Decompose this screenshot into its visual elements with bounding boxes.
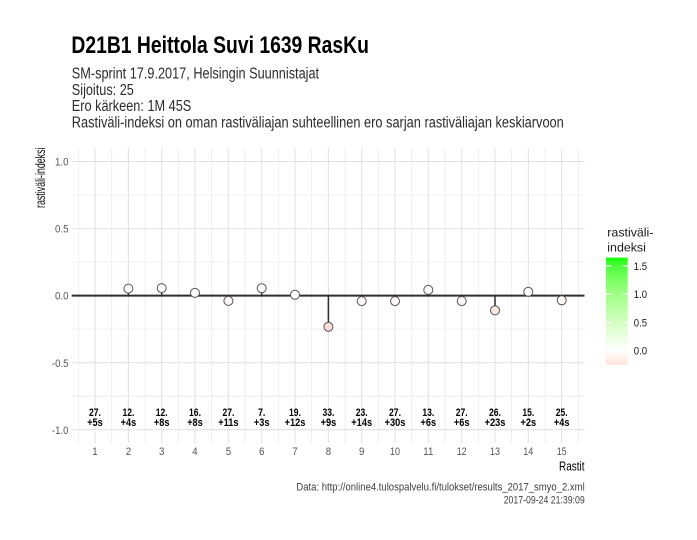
svg-text:indeksi: indeksi	[607, 241, 646, 255]
svg-text:12: 12	[457, 446, 467, 458]
svg-text:+4s: +4s	[121, 417, 137, 429]
svg-text:+6s: +6s	[421, 417, 437, 429]
svg-text:1: 1	[92, 446, 97, 458]
svg-text:+8s: +8s	[154, 417, 170, 429]
svg-text:6: 6	[259, 446, 264, 458]
svg-text:+3s: +3s	[254, 417, 270, 429]
svg-text:Data: http://online4.tulospalv: Data: http://online4.tulospalvelu.fi/tul…	[296, 482, 584, 494]
svg-text:+11s: +11s	[218, 417, 238, 429]
svg-text:+5s: +5s	[87, 417, 103, 429]
svg-text:1.5: 1.5	[634, 261, 647, 273]
svg-text:9: 9	[359, 446, 364, 458]
svg-text:5: 5	[226, 446, 231, 458]
svg-text:Rastiväli-indeksi on oman rast: Rastiväli-indeksi on oman rastiväliajan …	[72, 114, 564, 131]
svg-text:2: 2	[126, 446, 131, 458]
svg-text:16.: 16.	[189, 407, 201, 419]
svg-text:+30s: +30s	[385, 417, 406, 429]
svg-text:14: 14	[523, 446, 533, 458]
svg-text:8: 8	[326, 446, 331, 458]
svg-text:27.: 27.	[222, 407, 234, 419]
svg-text:-0.5: -0.5	[52, 358, 69, 370]
svg-text:-1.0: -1.0	[52, 425, 69, 437]
svg-text:33.: 33.	[322, 407, 334, 419]
svg-text:12.: 12.	[156, 407, 168, 419]
svg-text:+9s: +9s	[321, 417, 337, 429]
svg-text:rastiväli-: rastiväli-	[607, 226, 653, 240]
svg-text:0.5: 0.5	[55, 224, 69, 236]
svg-text:rastiväli-indeksi: rastiväli-indeksi	[33, 147, 48, 208]
svg-text:27.: 27.	[89, 407, 101, 419]
svg-text:0.0: 0.0	[634, 346, 647, 358]
svg-text:1.0: 1.0	[55, 157, 69, 169]
svg-text:Sijoitus: 25: Sijoitus: 25	[72, 82, 134, 99]
svg-text:27.: 27.	[389, 407, 401, 419]
svg-text:+4s: +4s	[554, 417, 570, 429]
svg-text:11: 11	[423, 446, 433, 458]
svg-text:D21B1 Heittola Suvi 1639 RasKu: D21B1 Heittola Suvi 1639 RasKu	[71, 32, 369, 59]
svg-text:26.: 26.	[489, 407, 501, 419]
svg-text:13: 13	[490, 446, 500, 458]
svg-text:15.: 15.	[522, 407, 534, 419]
svg-text:15: 15	[557, 446, 567, 458]
svg-text:13.: 13.	[422, 407, 434, 419]
svg-text:7: 7	[292, 446, 297, 458]
svg-text:SM-sprint 17.9.2017, Helsingin: SM-sprint 17.9.2017, Helsingin Suunnista…	[72, 66, 320, 83]
svg-text:Ero kärkeen: 1M 45S: Ero kärkeen: 1M 45S	[72, 98, 192, 115]
svg-text:+8s: +8s	[187, 417, 203, 429]
svg-text:2017-09-24 21:39:09: 2017-09-24 21:39:09	[504, 495, 585, 507]
svg-text:25.: 25.	[556, 407, 568, 419]
svg-text:0.0: 0.0	[55, 291, 69, 303]
svg-text:+12s: +12s	[285, 417, 306, 429]
svg-text:19.: 19.	[289, 407, 301, 419]
svg-text:+2s: +2s	[521, 417, 537, 429]
svg-text:Rastit: Rastit	[559, 459, 585, 473]
svg-text:12.: 12.	[122, 407, 134, 419]
svg-text:3: 3	[159, 446, 164, 458]
svg-text:1.0: 1.0	[634, 289, 647, 301]
svg-text:7.: 7.	[258, 407, 265, 419]
svg-text:4: 4	[192, 446, 197, 458]
svg-text:27.: 27.	[456, 407, 468, 419]
svg-text:+6s: +6s	[454, 417, 470, 429]
svg-text:23.: 23.	[356, 407, 368, 419]
svg-text:10: 10	[390, 446, 400, 458]
svg-text:+14s: +14s	[351, 417, 372, 429]
svg-text:+23s: +23s	[485, 417, 506, 429]
svg-text:0.5: 0.5	[634, 317, 647, 329]
